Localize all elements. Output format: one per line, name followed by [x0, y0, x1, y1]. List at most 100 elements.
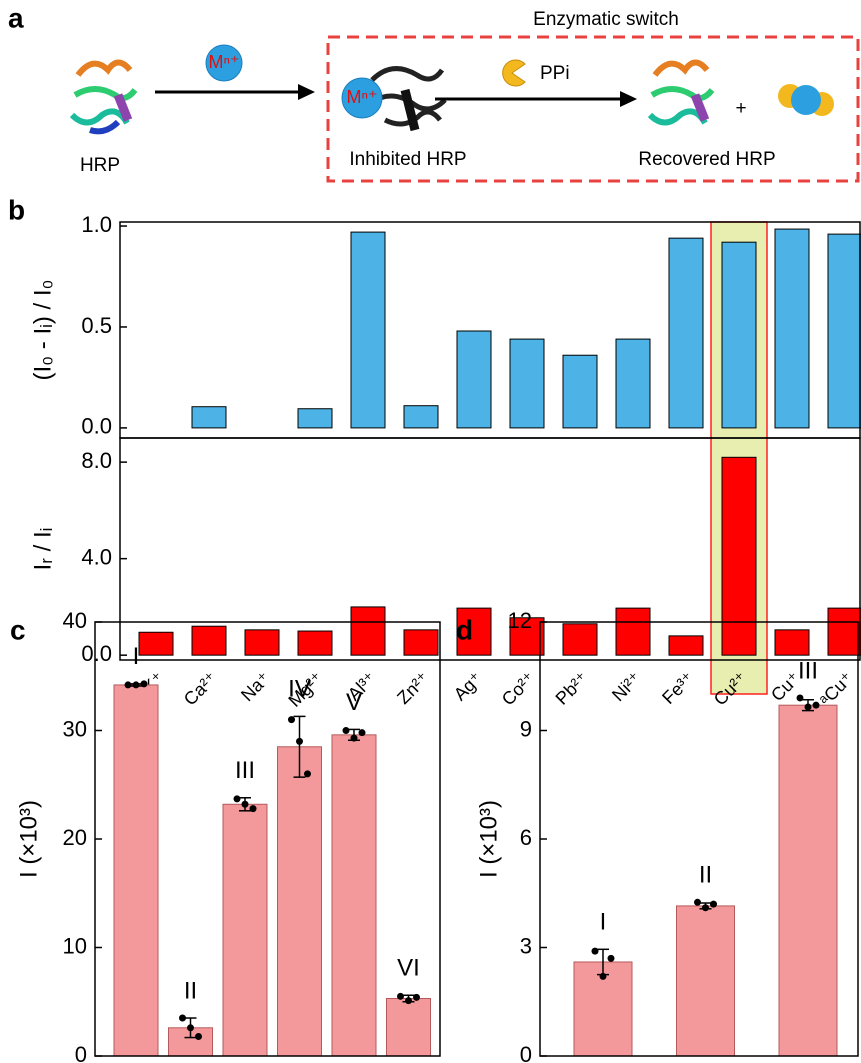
y-tick-label: 8.0 [81, 448, 112, 473]
panel-letter: d [456, 614, 473, 645]
hrp-icon [69, 59, 138, 135]
complex-icon [778, 84, 834, 116]
bar [509, 338, 545, 429]
bar [297, 408, 333, 429]
y-tick-label: 9 [520, 716, 532, 741]
bar [403, 405, 439, 429]
plot-frame [119, 437, 861, 661]
bar [386, 997, 431, 1057]
bar [403, 629, 439, 656]
arrow-head [298, 84, 315, 100]
bar [138, 631, 174, 656]
bar [827, 607, 861, 656]
category-label: I [600, 909, 607, 936]
data-point [413, 993, 420, 1001]
bar [721, 241, 757, 429]
bar [277, 746, 322, 1057]
switch-title: Enzymatic switch [533, 9, 679, 30]
category-label: II [184, 977, 197, 1004]
y-axis-label: I (×10³) [475, 800, 502, 878]
y-tick-label: 1.0 [81, 212, 112, 237]
ion-ball [341, 77, 383, 119]
data-point [241, 800, 249, 808]
y-tick-label: 10 [63, 933, 87, 958]
x-tick-label: ᵃCu⁺ [815, 668, 857, 710]
arrow-head [620, 91, 637, 107]
bar [297, 630, 333, 656]
y-tick-label: 6 [520, 825, 532, 850]
panel-a: a Enzymatic switch HRP Mⁿ⁺ Mⁿ⁺ Inhibited… [8, 2, 860, 183]
data-point [702, 904, 709, 912]
panel-letter: c [10, 614, 26, 645]
bar [191, 406, 227, 429]
bar [721, 456, 757, 656]
data-point [812, 701, 820, 709]
category-label: VI [397, 955, 420, 982]
y-tick-label: 12 [508, 608, 532, 633]
ppi-icon [502, 59, 526, 87]
category-label: IV [288, 676, 311, 703]
data-point [358, 729, 366, 737]
bar [509, 617, 545, 656]
data-point [804, 703, 812, 711]
y-tick-label: 0.0 [81, 641, 112, 666]
data-point [591, 947, 599, 955]
bar [827, 233, 861, 429]
ion-label: Mⁿ⁺ [208, 52, 239, 72]
plot-frame [94, 621, 441, 1057]
x-tick-label: Na⁺ [237, 668, 274, 705]
bar [350, 231, 386, 429]
bar [350, 606, 386, 656]
x-tick-label: Co²⁺ [498, 668, 539, 709]
ion-label: Mⁿ⁺ [346, 87, 377, 107]
bar [774, 228, 810, 429]
y-tick-label: 0.0 [81, 414, 112, 439]
category-label: I [133, 643, 140, 670]
data-point [796, 694, 804, 702]
x-tick-label: Pb²⁺ [552, 668, 593, 709]
plus: + [735, 98, 746, 119]
bar [668, 237, 704, 429]
data-point [233, 795, 241, 803]
data-point [694, 898, 701, 906]
x-tick-label: Ca²⁺ [180, 668, 221, 709]
data-point [397, 992, 404, 1000]
switch-box [326, 35, 860, 183]
data-point [132, 681, 140, 689]
bar [615, 338, 651, 429]
data-point [342, 727, 350, 734]
bar [222, 803, 268, 1057]
bar [562, 354, 598, 429]
y-tick-label: 20 [63, 825, 87, 850]
inhibited-label: Inhibited HRP [349, 149, 466, 170]
bar [774, 629, 810, 656]
data-point [710, 900, 717, 908]
bar [456, 330, 492, 429]
hrp-label: HRP [80, 155, 120, 176]
bar [113, 684, 159, 1057]
category-label: III [235, 757, 255, 784]
y-tick-label: 40 [63, 608, 87, 633]
y-axis-label: (I₀ - Iᵢ) / I₀ [29, 279, 56, 380]
data-point [179, 1014, 186, 1022]
data-point [350, 734, 358, 742]
category-label: III [798, 657, 818, 684]
bar [191, 625, 227, 656]
x-tick-label: Ag⁺ [450, 668, 486, 704]
y-axis-label: I (×10³) [15, 800, 42, 878]
y-tick-label: 3 [520, 933, 532, 958]
bar [615, 607, 651, 656]
y-tick-label: 30 [63, 716, 87, 741]
ion-ball [205, 44, 243, 82]
data-point [607, 954, 615, 962]
bar [668, 635, 704, 656]
bar [778, 704, 838, 1057]
recovered-hrp-icon [647, 59, 715, 126]
y-axis-label: Iᵣ / Iᵢ [29, 528, 56, 571]
bar [562, 623, 598, 656]
category-label: V [346, 689, 362, 716]
x-tick-label: Zn²⁺ [393, 668, 433, 708]
inhibited-hrp-icon [370, 66, 447, 132]
panel-letter: a [8, 2, 24, 33]
data-point [140, 680, 148, 688]
